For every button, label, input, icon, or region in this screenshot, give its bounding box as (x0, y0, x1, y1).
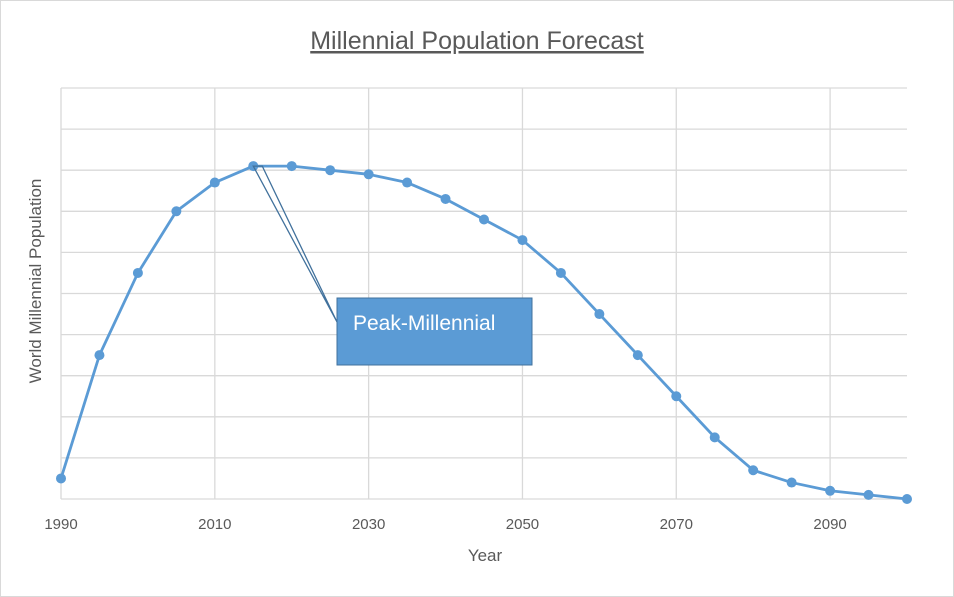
series-layer (56, 161, 912, 504)
x-tick-label: 2050 (506, 516, 539, 533)
data-point (748, 465, 759, 476)
x-tick-label: 2030 (352, 516, 385, 533)
gridlines (60, 87, 907, 500)
x-tick-label: 2010 (198, 516, 231, 533)
data-point (94, 350, 105, 361)
data-point (902, 494, 912, 504)
x-tick-label: 2070 (660, 516, 693, 533)
data-point (786, 477, 797, 488)
data-point (825, 485, 836, 496)
data-point (286, 161, 297, 172)
data-point (632, 350, 643, 361)
x-tick-label: 1990 (44, 516, 77, 533)
callout-leader (252, 165, 338, 323)
x-axis-label: Year (468, 546, 503, 565)
data-point (402, 177, 413, 188)
data-point (209, 177, 220, 188)
data-point (440, 193, 451, 204)
data-point (171, 206, 182, 217)
y-axis-label: World Millennial Population (26, 179, 45, 384)
data-point (671, 391, 682, 402)
data-point (479, 214, 489, 225)
x-tick-label: 2090 (813, 516, 846, 533)
data-point (132, 267, 143, 278)
callout-label: Peak-Millennial (353, 312, 495, 335)
data-point (517, 235, 528, 246)
data-point (594, 309, 605, 320)
data-point (863, 489, 874, 500)
x-tick-labels: 1990 2010 2030 2050 2070 2090 (44, 516, 846, 533)
data-point (56, 473, 66, 484)
data-point (555, 267, 566, 278)
callout-layer: Peak-Millennial (252, 165, 533, 366)
data-point (363, 169, 374, 180)
callout-box (336, 297, 533, 366)
data-point (325, 165, 336, 176)
chart-title: Millennial Population Forecast (310, 27, 644, 55)
data-point (709, 432, 720, 443)
